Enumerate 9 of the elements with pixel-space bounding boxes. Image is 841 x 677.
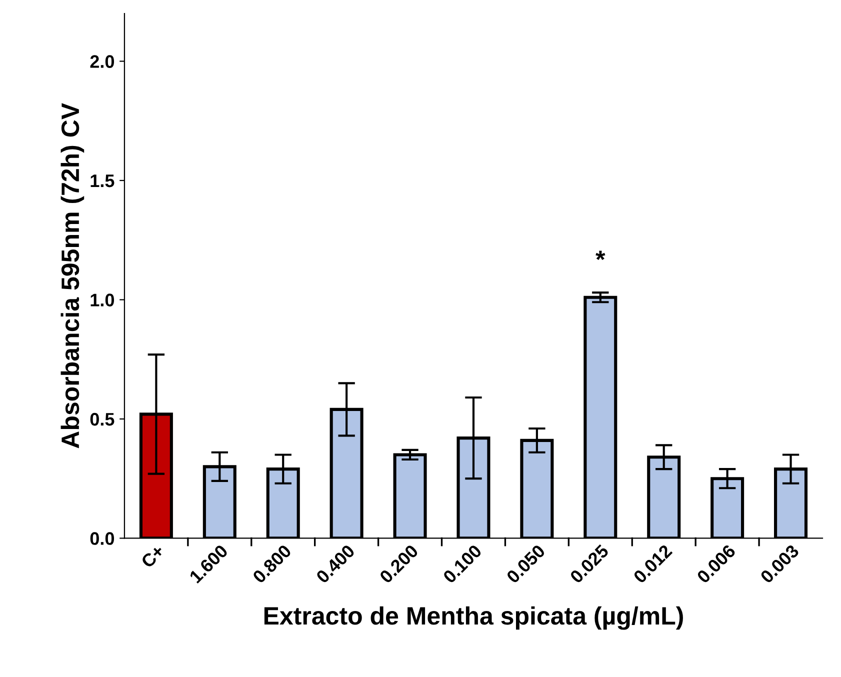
y-tick-label: 0.0 (90, 532, 114, 545)
y-tick-label: 1.5 (90, 174, 114, 188)
y-tick-label: 0.5 (90, 412, 114, 426)
x-tick-label: C+ (140, 544, 166, 569)
y-tick-label: 1.0 (90, 294, 114, 306)
y-axis-title: Absorbancia 595nm (72h) CV (60, 103, 84, 448)
annotation: * (596, 250, 606, 260)
x-axis-title: Extracto de Mentha spicata (µg/mL) (264, 606, 683, 630)
y-tick-label: 2.0 (90, 55, 114, 68)
